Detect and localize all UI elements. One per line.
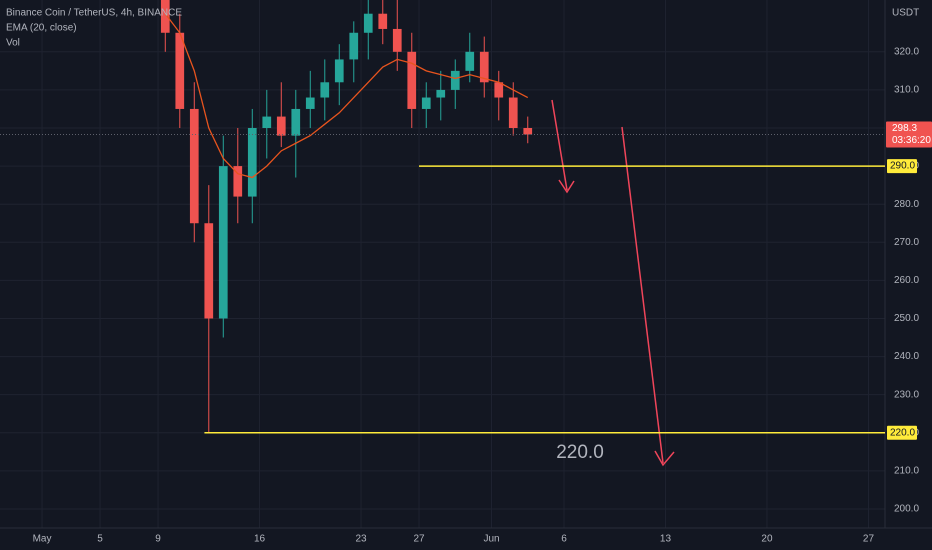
candle-body [262, 116, 272, 128]
y-tick-label: 260.0 [894, 275, 919, 286]
candle-body [378, 13, 388, 29]
indicator-label: EMA (20, close) [6, 23, 77, 34]
candle-body [407, 51, 417, 109]
x-tick-label: May [33, 534, 52, 545]
candle-body [233, 166, 243, 197]
y-tick-label: 280.0 [894, 199, 919, 210]
candle-body [465, 51, 475, 71]
plot [0, 0, 885, 433]
candle-body [291, 108, 301, 136]
ema-line [164, 13, 529, 179]
candle-body [305, 97, 315, 109]
chart-title: Binance Coin / TetherUS, 4h, BINANCE [6, 8, 182, 19]
candle-body [175, 32, 185, 109]
arrow [621, 126, 664, 464]
x-tick-label: 16 [254, 534, 266, 545]
candle-body [204, 223, 214, 319]
x-tick-label: 27 [413, 534, 425, 545]
y-tick-label: 320.0 [894, 46, 919, 57]
arrow-head [558, 179, 575, 194]
candle-body [436, 89, 446, 98]
candle-body [334, 59, 344, 83]
candle-body [218, 166, 228, 319]
candle-body [450, 70, 460, 90]
x-tick-label: 6 [561, 534, 567, 545]
x-tick-label: 13 [660, 534, 672, 545]
candle-body [320, 82, 330, 98]
y-tick-label: 250.0 [894, 313, 919, 324]
candle-body [247, 128, 257, 197]
x-tick-label: Jun [483, 534, 499, 545]
y-tick-label: 310.0 [894, 85, 919, 96]
axis-unit: USDT [892, 8, 919, 19]
y-tick-label: 240.0 [894, 351, 919, 362]
candle-body [479, 51, 489, 83]
countdown-label: 03:36:20 [892, 135, 931, 146]
candle-body [508, 97, 518, 128]
x-tick-label: 9 [155, 534, 161, 545]
y-tick-label: 270.0 [894, 237, 919, 248]
arrow-head [654, 450, 675, 467]
indicator-label: Vol [6, 38, 20, 49]
candle-body [523, 128, 533, 135]
candle-body [349, 32, 359, 60]
candle-body [160, 0, 170, 33]
x-tick-label: 23 [355, 534, 367, 545]
candle-body [494, 82, 504, 98]
last-price-tag [886, 121, 932, 148]
y-tick-label: 200.0 [894, 504, 919, 515]
candle-body [363, 13, 373, 33]
x-tick-label: 27 [863, 534, 875, 545]
arrow [551, 99, 568, 191]
grid [0, 0, 885, 528]
last-price-label: 298.3 [892, 123, 917, 134]
candle-body [392, 28, 402, 52]
x-tick-label: 5 [97, 534, 103, 545]
candle-body [189, 108, 199, 224]
level-tag [887, 159, 917, 174]
candle-body [421, 97, 431, 109]
y-tick-label: 210.0 [894, 465, 919, 476]
x-tick-label: 20 [761, 534, 773, 545]
level-tag [887, 425, 917, 440]
level-label: 290.0 [890, 161, 915, 172]
annotation: 220.0 [556, 442, 604, 463]
candle-body [276, 116, 286, 136]
level-label: 220.0 [890, 427, 915, 438]
y-tick-label: 230.0 [894, 389, 919, 400]
